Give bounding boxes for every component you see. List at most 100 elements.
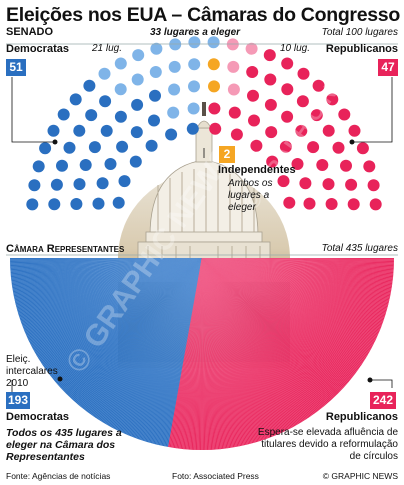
senate-seat-republican bbox=[281, 110, 294, 123]
senate-seat-democrat bbox=[150, 42, 163, 55]
leader-lines bbox=[11, 77, 393, 401]
senate-rep-label: Republicanos bbox=[325, 43, 398, 55]
senate-seat-democrat bbox=[98, 67, 111, 80]
senate-seat-democrat bbox=[47, 124, 60, 137]
senate-seat-republican bbox=[208, 102, 221, 115]
senate-seat-republican bbox=[345, 178, 358, 191]
senate-seat-democrat bbox=[50, 178, 63, 191]
senate-seat-democrat bbox=[132, 49, 145, 62]
senate-seat-democrat bbox=[188, 36, 201, 49]
senate-seat-democrat bbox=[92, 197, 105, 210]
senate-seat-republican bbox=[245, 42, 258, 55]
senate-seat-republican bbox=[369, 198, 382, 211]
senate-seat-democrat bbox=[207, 36, 220, 49]
senate-seat-republican bbox=[281, 57, 294, 70]
senate-seat-republican bbox=[266, 155, 279, 168]
senate-seat-democrat bbox=[69, 93, 82, 106]
senate-seat-republican bbox=[209, 122, 222, 135]
senate-seat-democrat bbox=[57, 108, 70, 121]
house-chart bbox=[10, 258, 394, 450]
house-rep-badge: 242 bbox=[370, 392, 396, 409]
senate-seat-democrat bbox=[148, 114, 160, 127]
house-rep-note: Espera-se elevada afluência de titulares… bbox=[257, 427, 398, 462]
house-dem-badge: 193 bbox=[6, 392, 30, 409]
senate-up-for-election: 33 lugares a eleger bbox=[150, 27, 241, 38]
senate-seat-republican bbox=[297, 67, 310, 80]
senate-seat-democrat bbox=[104, 158, 117, 170]
senate-seat-republican bbox=[228, 106, 241, 119]
senate-seat-republican bbox=[322, 178, 335, 191]
senate-seat-democrat bbox=[114, 110, 127, 123]
house-seat-republican bbox=[201, 258, 394, 260]
house-special-note: Eleiç. intercalares 2010 bbox=[6, 354, 58, 389]
senate-seat-republican bbox=[307, 141, 320, 154]
senate-seat-republican bbox=[250, 139, 263, 152]
senate-seat-democrat bbox=[100, 124, 113, 137]
senate-seat-republican bbox=[326, 93, 339, 106]
senate-seat-democrat bbox=[129, 155, 142, 168]
senate-seat-republican bbox=[347, 198, 360, 211]
senate-seat-republican bbox=[295, 124, 308, 137]
senate-seat-republican bbox=[248, 114, 260, 127]
senate-seat-democrat bbox=[118, 175, 131, 188]
senate-dem-badge: 51 bbox=[6, 59, 26, 76]
senate-seat-democrat bbox=[145, 139, 158, 152]
senate-seat-democrat bbox=[48, 198, 61, 211]
senate-seat-republican bbox=[356, 142, 369, 155]
senate-seat-democrat bbox=[83, 79, 96, 92]
senate-seat-democrat bbox=[99, 95, 112, 108]
senate-seat-democrat bbox=[168, 60, 181, 73]
senate-seat-republican bbox=[367, 179, 380, 192]
house-section-label: Câmara Representantes bbox=[6, 243, 125, 255]
senate-seat-republican bbox=[299, 177, 312, 190]
senate-seat-democrat bbox=[116, 140, 129, 153]
senate-ind-badge: 2 bbox=[219, 146, 235, 163]
senate-seat-republican bbox=[264, 73, 277, 86]
house-rep-label: Republicanos bbox=[325, 411, 398, 423]
senate-seat-republican bbox=[332, 141, 345, 154]
senate-seat-republican bbox=[338, 108, 351, 121]
senate-ind-label: Independentes bbox=[218, 164, 296, 176]
house-total: Total 435 lugares bbox=[321, 243, 398, 254]
senate-seat-democrat bbox=[165, 128, 178, 141]
senate-seat-democrat bbox=[169, 38, 182, 51]
senate-seat-democrat bbox=[63, 141, 76, 154]
senate-seat-republican bbox=[263, 49, 276, 62]
senate-seat-republican bbox=[230, 128, 243, 141]
senate-seat-independent bbox=[207, 58, 220, 71]
house-dem-label: Democratas bbox=[6, 411, 69, 423]
senate-seat-republican bbox=[348, 124, 361, 137]
senate-seat-republican bbox=[265, 126, 278, 139]
senate-seat-republican bbox=[264, 98, 277, 111]
senate-seat-republican bbox=[226, 38, 239, 51]
senate-seat-independent bbox=[208, 80, 220, 93]
senate-seat-republican bbox=[246, 66, 259, 78]
senate-seat-republican bbox=[227, 60, 240, 73]
senate-seat-democrat bbox=[131, 73, 144, 86]
senate-seat-democrat bbox=[28, 179, 41, 192]
senate-rep-badge: 47 bbox=[378, 59, 398, 76]
senate-seat-democrat bbox=[130, 126, 143, 139]
senate-dem-label: Democratas bbox=[6, 43, 69, 55]
senate-seat-democrat bbox=[73, 124, 86, 137]
senate-seat-republican bbox=[303, 197, 316, 210]
senate-seat-democrat bbox=[188, 80, 200, 93]
footer-photo: Foto: Associated Press bbox=[172, 471, 259, 481]
senate-seat-democrat bbox=[112, 196, 125, 209]
senate-seat-republican bbox=[363, 160, 376, 173]
senate-seat-republican bbox=[316, 159, 329, 171]
senate-seat-democrat bbox=[56, 159, 68, 172]
senate-seat-democrat bbox=[188, 58, 201, 71]
senate-rep-marker: 10 lug. bbox=[280, 43, 311, 54]
house-all-up-note: Todos os 435 lugares a eleger na Câmara … bbox=[6, 427, 122, 463]
senate-seat-republican bbox=[279, 140, 292, 153]
senate-seat-democrat bbox=[79, 159, 92, 171]
senate-seat-republican bbox=[312, 79, 325, 92]
senate-seat-republican bbox=[277, 175, 290, 188]
senate-seat-republican bbox=[322, 124, 335, 137]
senate-dem-marker: 21 lug. bbox=[92, 43, 123, 54]
senate-seat-democrat bbox=[88, 141, 101, 154]
senate-seat-republican bbox=[325, 198, 338, 210]
